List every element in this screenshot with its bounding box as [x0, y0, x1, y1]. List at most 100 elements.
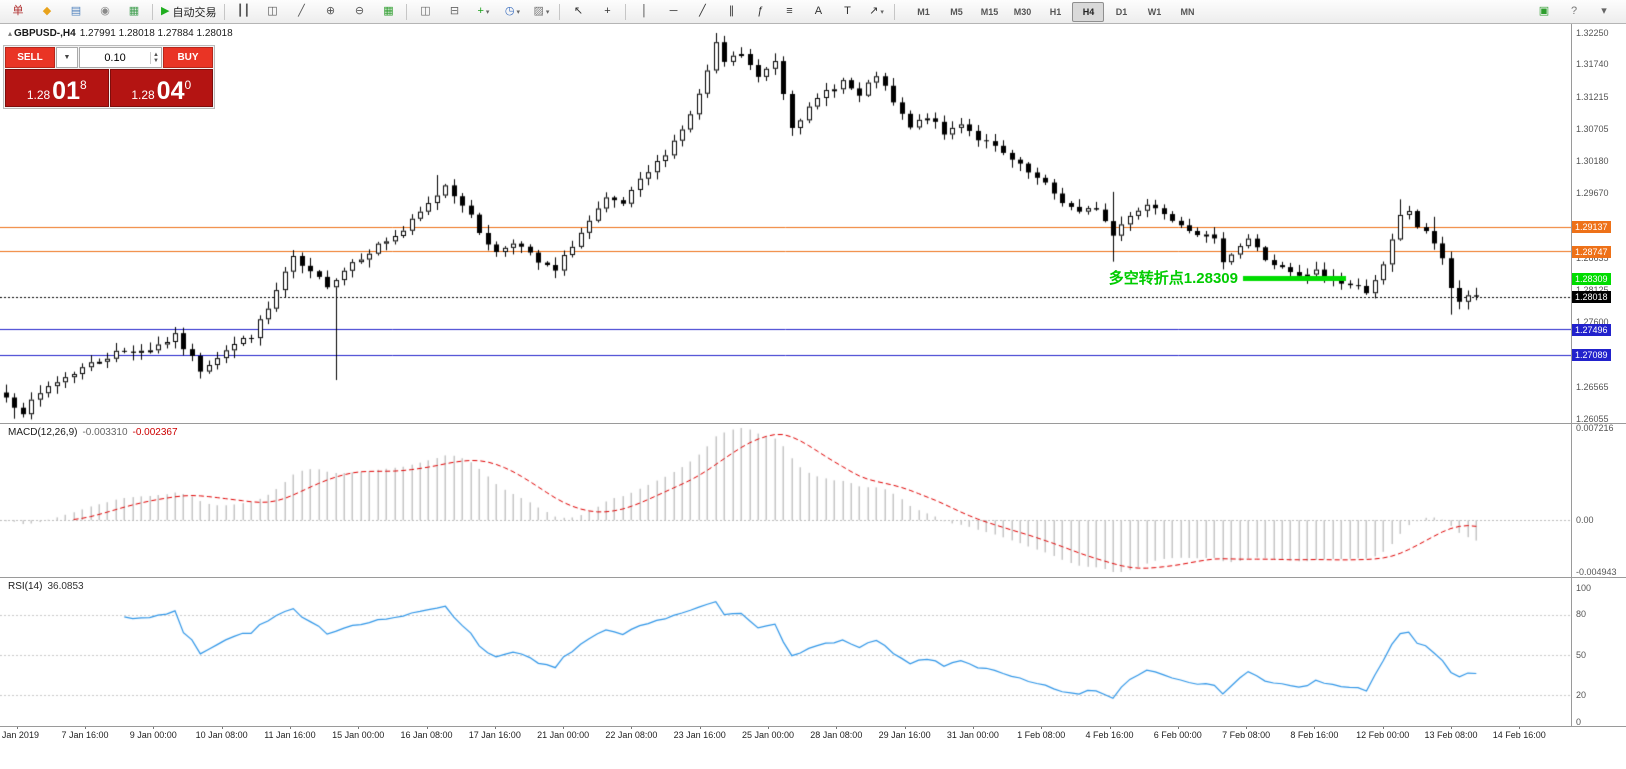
cursor-tool-button[interactable]: ↖ [564, 1, 592, 23]
buy-price-pip: 0 [184, 78, 192, 92]
toolbar-overflow-button[interactable]: ▾ [1590, 1, 1618, 23]
spinner-up-icon[interactable]: ▲ [153, 51, 159, 58]
channel-tool-button[interactable]: ∥ [717, 1, 745, 23]
time-tick [1177, 726, 1179, 729]
add-indicator-button[interactable]: + ▾ [469, 1, 497, 23]
time-label: 7 Feb 08:00 [1222, 730, 1271, 740]
line-chart-mode-button[interactable]: ╱ [287, 1, 315, 23]
timeframe-m30-button[interactable]: M30 [1013, 6, 1032, 17]
rsi-canvas[interactable] [0, 577, 1571, 726]
timeframe-h1-button[interactable]: H1 [1049, 6, 1062, 17]
time-tick [1314, 726, 1316, 729]
price-chart-canvas[interactable] [0, 24, 1571, 423]
cursor-tool-icon: ↖ [573, 5, 584, 17]
time-axis[interactable]: 3 Jan 2019 7 Jan 16:00 9 Jan 00:00 10 Jan 0… [0, 726, 1626, 769]
navigator-button[interactable]: ▦ [120, 1, 148, 23]
spinner-down-icon[interactable]: ▼ [153, 57, 159, 64]
buy-price-big: 04 [156, 77, 185, 105]
chevron-down-icon: ▾ [880, 8, 884, 16]
axis-label: 1.32250 [1576, 27, 1609, 38]
time-label: 21 Jan 00:00 [537, 730, 590, 740]
text-tool-button[interactable]: A [804, 1, 832, 23]
new-order-button[interactable]: 单 [4, 1, 32, 23]
arrow-tools-button[interactable]: ↗ ▾ [862, 1, 890, 23]
profile-button[interactable]: ◆ [33, 1, 61, 23]
data-window-button[interactable]: ◉ [91, 1, 119, 23]
timeframe-m1-button[interactable]: M1 [917, 6, 930, 17]
time-label: 13 Feb 08:00 [1424, 730, 1478, 740]
time-label: 7 Jan 16:00 [61, 730, 109, 740]
market-watch-button[interactable]: ▤ [62, 1, 90, 23]
timeframe-d1-button[interactable]: D1 [1115, 6, 1128, 17]
chart-marker-icon: ▴ [8, 29, 13, 38]
channels-list-button[interactable]: ≡ [775, 1, 803, 23]
macd-signal-value: -0.002367 [132, 427, 178, 438]
template-selector-button[interactable]: ▨ ▾ [527, 1, 555, 23]
help-button[interactable]: ? [1560, 1, 1588, 23]
timeframe-m15-button[interactable]: M15 [980, 6, 999, 17]
toolbar-separator [152, 3, 153, 20]
bar-chart-mode-button[interactable]: ┃┃ [229, 1, 257, 23]
time-tick [904, 726, 906, 729]
zoom-in-button[interactable]: ⊕ [316, 1, 344, 23]
axis-label: -0.004943 [1576, 566, 1617, 577]
community-button[interactable]: ▣ [1530, 1, 1558, 23]
auto-trading-button[interactable]: ▶ 自动交易 [157, 1, 220, 23]
rsi-header: RSI(14) 36.0853 [8, 581, 84, 592]
time-label: 14 Feb 16:00 [1492, 730, 1546, 740]
volume-spinner: ▲ ▼ [150, 51, 161, 64]
time-tick [426, 726, 428, 729]
axis-label: 1.30180 [1576, 156, 1609, 167]
auto-trading-icon: ▶ [161, 5, 170, 17]
time-label: 16 Jan 08:00 [400, 730, 453, 740]
sell-price-base: 1.28 [26, 88, 51, 102]
time-label: 31 Jan 00:00 [946, 730, 999, 740]
arrange-vertical-button[interactable]: ⊟ [440, 1, 468, 23]
sell-button[interactable]: SELL [5, 47, 55, 68]
zoom-out-icon: ⊖ [354, 5, 365, 17]
arrange-horizontal-button[interactable]: ◫ [411, 1, 439, 23]
axis-label: 20 [1576, 689, 1587, 700]
timeframe-m5-button[interactable]: M5 [950, 6, 963, 17]
price-axis[interactable]: 1.32250 1.31740 1.31215 1.30705 1.30180 1.296… [1571, 24, 1626, 727]
crosshair-tool-button[interactable]: + [593, 1, 621, 23]
tile-windows-button[interactable]: ▦ [374, 1, 402, 23]
toolbar-overflow-icon: ▾ [1601, 5, 1607, 17]
zoom-in-icon: ⊕ [325, 5, 336, 17]
panel-separator[interactable] [0, 577, 1626, 578]
time-tick [153, 726, 155, 729]
period-selector-button[interactable]: ◷ ▾ [498, 1, 526, 23]
panel-separator[interactable] [0, 423, 1626, 424]
sell-price-big: 01 [52, 77, 80, 105]
timeframe-mn-button[interactable]: MN [1180, 6, 1195, 17]
fibonacci-tool-button[interactable]: ƒ [746, 1, 774, 23]
vertical-line-tool-button[interactable]: │ [630, 1, 658, 23]
buy-button[interactable]: BUY [163, 47, 213, 68]
time-tick [1246, 726, 1248, 729]
trendline-tool-button[interactable]: ╱ [688, 1, 716, 23]
candlestick-mode-button[interactable]: ◫ [258, 1, 286, 23]
horizontal-line-tool-button[interactable]: ─ [659, 1, 687, 23]
axis-label: 0 [1576, 716, 1582, 727]
axis-label: 1.31740 [1576, 59, 1609, 70]
timeframe-h4-button[interactable]: H4 [1072, 1, 1105, 22]
macd-header: MACD(12,26,9) -0.003310 -0.002367 [8, 427, 178, 438]
order-type-dropdown[interactable]: ▼ [56, 47, 78, 68]
sell-price-button[interactable]: 1.28 01 8 [5, 69, 109, 107]
toolbar-right: ▣? ▾ [1530, 1, 1618, 23]
rsi-value: 36.0853 [47, 581, 84, 592]
pivot-annotation[interactable]: 多空转折点1.28309 [1108, 270, 1238, 287]
axis-label: 50 [1576, 649, 1587, 660]
zoom-out-button[interactable]: ⊖ [345, 1, 373, 23]
macd-canvas[interactable] [0, 423, 1571, 577]
template-selector-icon: ▨ [533, 5, 544, 17]
time-label: 8 Feb 16:00 [1290, 730, 1339, 740]
bar-chart-mode-icon: ┃┃ [236, 5, 251, 17]
rsi-label: RSI(14) [8, 581, 43, 592]
volume-input[interactable] [80, 50, 151, 65]
text-label-tool-button[interactable]: T [833, 1, 861, 23]
buy-price-button[interactable]: 1.28 04 0 [109, 69, 213, 107]
time-tick [1041, 726, 1043, 729]
profile-icon: ◆ [42, 5, 52, 17]
timeframe-w1-button[interactable]: W1 [1147, 6, 1162, 17]
